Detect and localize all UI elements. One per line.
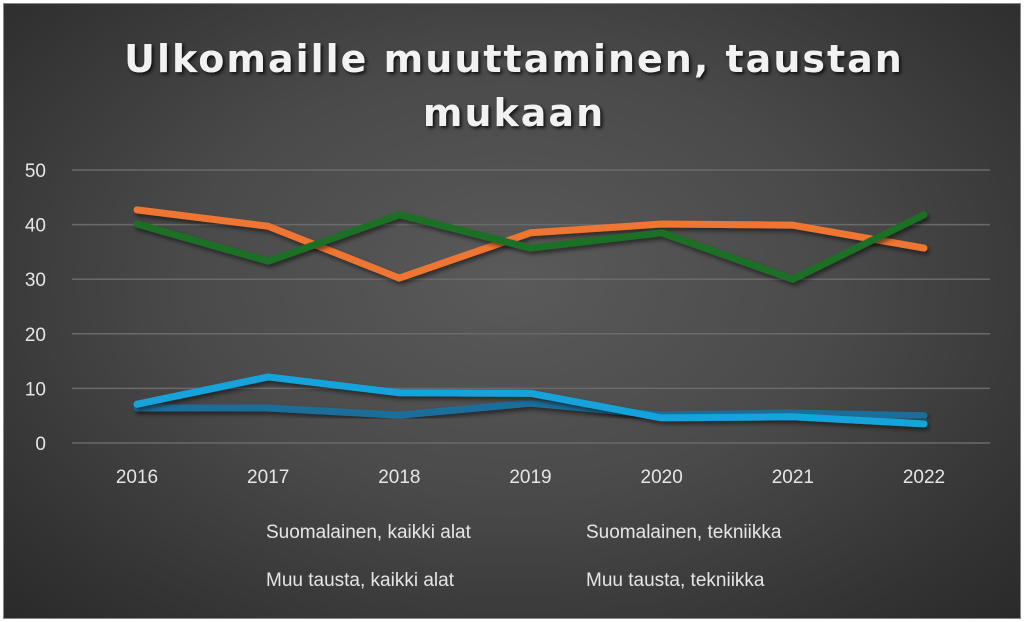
x-tick-label: 2021 xyxy=(772,467,814,488)
chart-area: Ulkomaille muuttaminen, taustan mukaan xyxy=(3,3,1021,619)
legend-item: Muu tausta, kaikki alat xyxy=(201,570,455,591)
legend-label: Muu tausta, tekniikka xyxy=(586,570,765,591)
legend-item: Suomalainen, tekniikka xyxy=(521,522,782,543)
y-tick-label: 0 xyxy=(35,434,46,455)
x-tick-label: 2019 xyxy=(509,467,551,488)
y-tick-label: 50 xyxy=(25,161,46,182)
chart-title: Ulkomaille muuttaminen, taustan mukaan xyxy=(124,37,904,135)
x-tick-label: 2022 xyxy=(903,467,945,488)
y-tick-label: 10 xyxy=(25,379,46,400)
y-tick-label: 20 xyxy=(25,325,46,346)
x-tick-label: 2018 xyxy=(378,467,420,488)
legend-label: Suomalainen, kaikki alat xyxy=(266,522,472,543)
y-tick-label: 30 xyxy=(25,270,46,291)
legend-item: Suomalainen, kaikki alat xyxy=(201,522,472,543)
x-tick-label: 2020 xyxy=(641,467,683,488)
y-tick-label: 40 xyxy=(25,216,46,237)
x-tick-label: 2017 xyxy=(247,467,289,488)
series-line-2 xyxy=(133,206,928,282)
series-line-0 xyxy=(133,399,928,420)
legend-label: Muu tausta, kaikki alat xyxy=(266,570,455,591)
x-tick-label: 2016 xyxy=(116,467,158,488)
legend-label: Suomalainen, tekniikka xyxy=(586,522,782,543)
legend-item: Muu tausta, tekniikka xyxy=(521,570,765,591)
